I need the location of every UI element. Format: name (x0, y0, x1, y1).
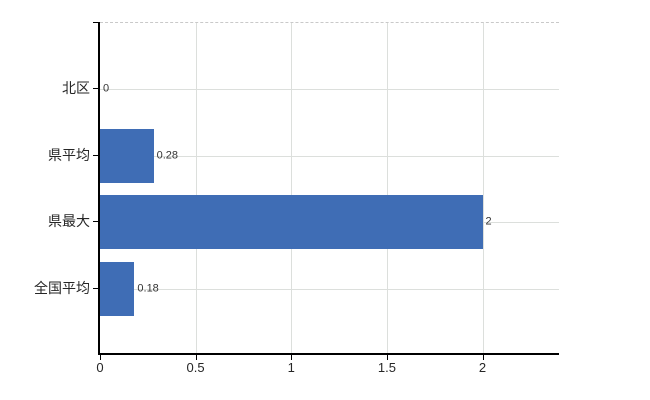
vertical-gridline (291, 23, 293, 355)
x-axis-tick (291, 355, 293, 360)
bar-value-label: 2 (485, 215, 492, 228)
y-axis-tick (93, 88, 99, 90)
category-label: 県最大 (48, 213, 90, 230)
x-tick-label: 0.5 (186, 360, 205, 375)
x-axis-tick (386, 355, 388, 360)
x-tick-label: 1 (287, 360, 295, 375)
y-axis-line (98, 22, 100, 354)
y-axis-tick (93, 287, 99, 289)
vertical-gridline (482, 23, 484, 355)
horizontal-gridline (100, 155, 559, 157)
x-tick-label: 0 (96, 360, 104, 375)
bar-value-label: 0.18 (137, 282, 159, 295)
bar-value-label: 0 (103, 82, 110, 95)
x-axis-tick (482, 355, 484, 360)
x-tick-label: 2 (478, 360, 487, 375)
vertical-gridline (195, 23, 197, 355)
y-axis-end-tick (93, 22, 99, 23)
bar (100, 261, 135, 316)
y-axis-tick (93, 221, 99, 223)
y-axis-tick (93, 154, 99, 156)
bar (100, 195, 483, 250)
category-label: 県平均 (48, 146, 90, 163)
x-axis-tick (100, 355, 101, 360)
category-label: 全国平均 (34, 279, 90, 296)
horizontal-gridline (100, 288, 559, 290)
x-axis-tick (195, 355, 197, 360)
bar (100, 128, 154, 183)
plot-area: 0 0.28 2 0.18 (100, 22, 559, 355)
x-axis-line (98, 353, 559, 355)
bar-value-label: 0.28 (156, 149, 179, 162)
category-label: 北区 (62, 80, 90, 97)
vertical-gridline (386, 23, 388, 355)
horizontal-gridline (100, 89, 559, 91)
x-tick-label: 1.5 (377, 360, 396, 375)
